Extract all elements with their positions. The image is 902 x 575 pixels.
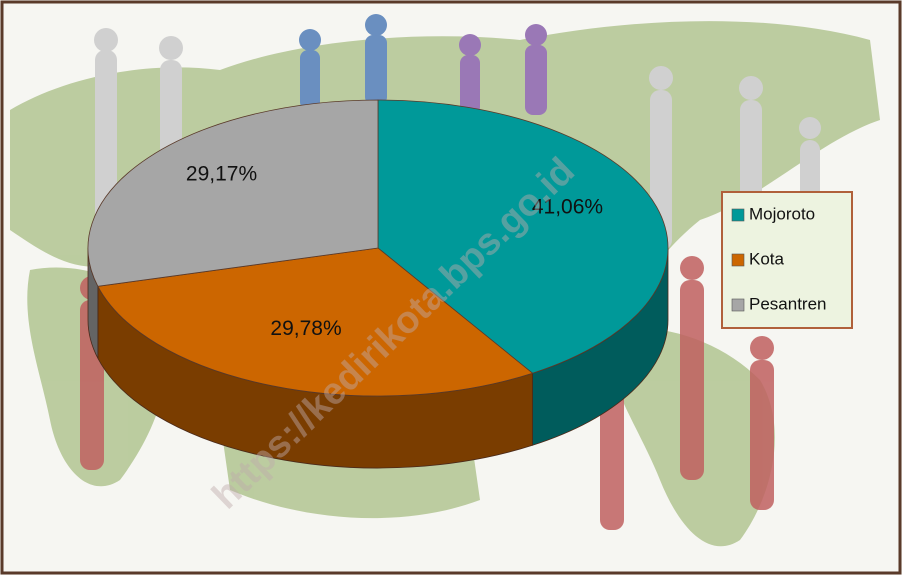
legend-swatch bbox=[731, 253, 745, 267]
data-label: 29,17% bbox=[186, 162, 257, 185]
slice bbox=[87, 99, 379, 287]
pie: 41,06% 29,78% 29,17% bbox=[87, 99, 669, 469]
data-label: 29,78% bbox=[270, 317, 341, 340]
slice bbox=[377, 99, 669, 374]
slice bbox=[97, 247, 534, 397]
legend-swatch bbox=[731, 208, 745, 222]
legend-label: Pesantren bbox=[749, 294, 827, 313]
legend-label: Kota bbox=[749, 249, 785, 268]
data-label: 41,06% bbox=[532, 196, 603, 219]
legend-label: Mojoroto bbox=[749, 204, 815, 223]
legend-swatch bbox=[731, 298, 745, 312]
